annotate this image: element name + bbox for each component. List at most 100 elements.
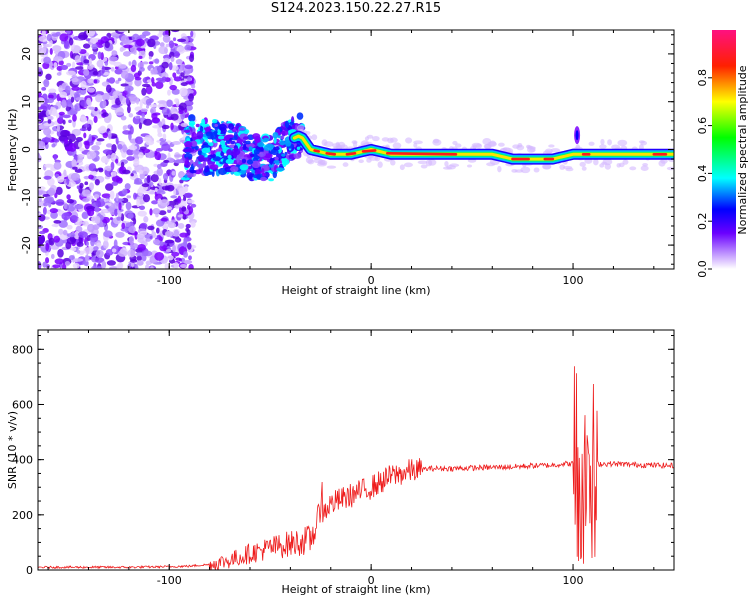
spectral-blob [150, 174, 159, 183]
spectral-blob [209, 164, 219, 170]
spectral-blob [274, 156, 279, 161]
spectral-blob [78, 141, 83, 148]
spectral-blob [45, 242, 50, 252]
spectral-blob [323, 141, 334, 147]
spectral-blob [38, 97, 45, 105]
spectral-blob [43, 122, 53, 127]
spectral-blob [153, 66, 158, 75]
spectrogram-marks [38, 30, 674, 269]
y-tick-label: -10 [20, 188, 33, 206]
spectral-blob [405, 137, 413, 144]
spectral-blob [175, 59, 183, 65]
spectral-blob [123, 44, 133, 49]
spectral-blob [185, 223, 191, 229]
spectral-blob [111, 98, 116, 106]
spectral-blob [103, 71, 110, 76]
spectral-blob [90, 239, 95, 247]
spectral-blob [53, 62, 58, 68]
y-tick-label: 400 [12, 454, 33, 467]
y-tick-label: 200 [12, 509, 33, 522]
spectral-blob [76, 62, 84, 66]
spectral-blob [141, 87, 147, 96]
spectral-blob [117, 143, 123, 150]
spectral-blob [134, 136, 144, 145]
colorbar-tick-label: 0.2 [696, 212, 709, 230]
spectral-blob [263, 153, 273, 159]
spectral-blob [80, 80, 87, 90]
spectral-blob [254, 138, 261, 143]
spectral-blob [184, 129, 191, 133]
spectral-blob [622, 159, 629, 165]
spectral-blob [43, 175, 52, 180]
spectral-blob [118, 202, 122, 211]
peak-segment [361, 149, 377, 153]
spectral-blob [444, 161, 449, 167]
spectral-blob [164, 239, 175, 244]
spectral-blob [190, 221, 196, 228]
spectral-blob [170, 65, 179, 71]
spectral-blob [245, 143, 255, 149]
spectral-blob [102, 99, 107, 108]
spectral-blob [47, 177, 55, 187]
spectral-blob [256, 173, 262, 180]
spectral-blob [371, 135, 380, 142]
spectral-blob [208, 142, 214, 147]
spectral-blob [92, 70, 99, 76]
spectral-blob [173, 229, 180, 237]
spectral-blob [157, 132, 163, 138]
spectral-blob [66, 237, 76, 245]
spectral-blob [245, 140, 251, 145]
snr-x-axis-label: Height of straight line (km) [281, 583, 430, 596]
spectral-blob [130, 173, 134, 177]
spectral-blob [275, 167, 285, 172]
spectral-blob [88, 134, 93, 143]
spectral-blob [152, 239, 161, 245]
spectral-blob [47, 119, 52, 124]
peak-segment [385, 152, 458, 156]
spectral-blob [178, 170, 185, 179]
spectral-blob [239, 146, 244, 151]
spectral-blob [57, 248, 64, 258]
snr-ticks: -100 0 100 0 200 400 600 800 [12, 330, 674, 587]
spectral-blob [332, 143, 341, 148]
spectral-blob [128, 225, 136, 234]
spectral-blob [46, 33, 52, 42]
spectral-blob [53, 138, 60, 143]
spectral-blob [94, 178, 100, 186]
spectral-blob [58, 111, 65, 116]
spectral-blob [116, 111, 125, 116]
spectral-blob [152, 124, 161, 129]
spectral-blob [177, 223, 185, 229]
spectral-blob [102, 149, 113, 155]
spectral-blob [170, 122, 174, 131]
spectral-blob [588, 141, 595, 146]
peak-segment [325, 152, 337, 156]
spectral-blob [133, 72, 141, 79]
x-tick-label: 100 [563, 574, 584, 587]
spectral-blob [205, 131, 213, 137]
spectral-blob [42, 62, 50, 70]
spectral-blob [74, 55, 81, 63]
spectral-blob [166, 255, 174, 261]
spectral-blob [93, 79, 98, 84]
spectral-blob [139, 222, 148, 229]
spectral-blob [122, 130, 131, 135]
spectral-blob [91, 43, 98, 50]
spectral-blob [70, 172, 80, 181]
spectral-blob [122, 144, 127, 153]
spectral-blob [84, 254, 89, 263]
spectral-blob [84, 181, 89, 186]
spectral-blob [542, 163, 552, 170]
spectral-blob [160, 217, 168, 222]
spectral-blob [638, 140, 645, 144]
spectral-blob [180, 176, 190, 181]
spectral-blob [215, 148, 223, 152]
x-tick-label: 0 [368, 574, 375, 587]
spectral-blob [180, 82, 188, 87]
spectral-blob [136, 260, 144, 266]
spectral-blob [138, 122, 143, 130]
spectral-blob [121, 222, 126, 230]
spectral-blob [76, 249, 81, 254]
spectral-blob [166, 99, 173, 108]
spectral-blob [145, 85, 153, 95]
